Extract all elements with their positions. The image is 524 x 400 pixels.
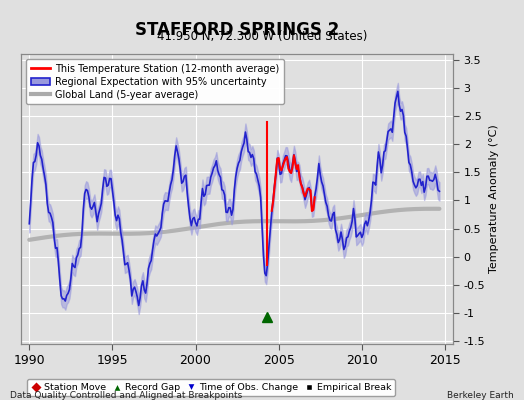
Title: STAFFORD SPRINGS 2: STAFFORD SPRINGS 2 (135, 20, 339, 38)
Text: Data Quality Controlled and Aligned at Breakpoints: Data Quality Controlled and Aligned at B… (10, 391, 243, 400)
Text: Berkeley Earth: Berkeley Earth (447, 391, 514, 400)
Text: 41.950 N, 72.300 W (United States): 41.950 N, 72.300 W (United States) (157, 30, 367, 43)
Y-axis label: Temperature Anomaly (°C): Temperature Anomaly (°C) (489, 125, 499, 273)
Legend: Station Move, Record Gap, Time of Obs. Change, Empirical Break: Station Move, Record Gap, Time of Obs. C… (27, 379, 395, 396)
